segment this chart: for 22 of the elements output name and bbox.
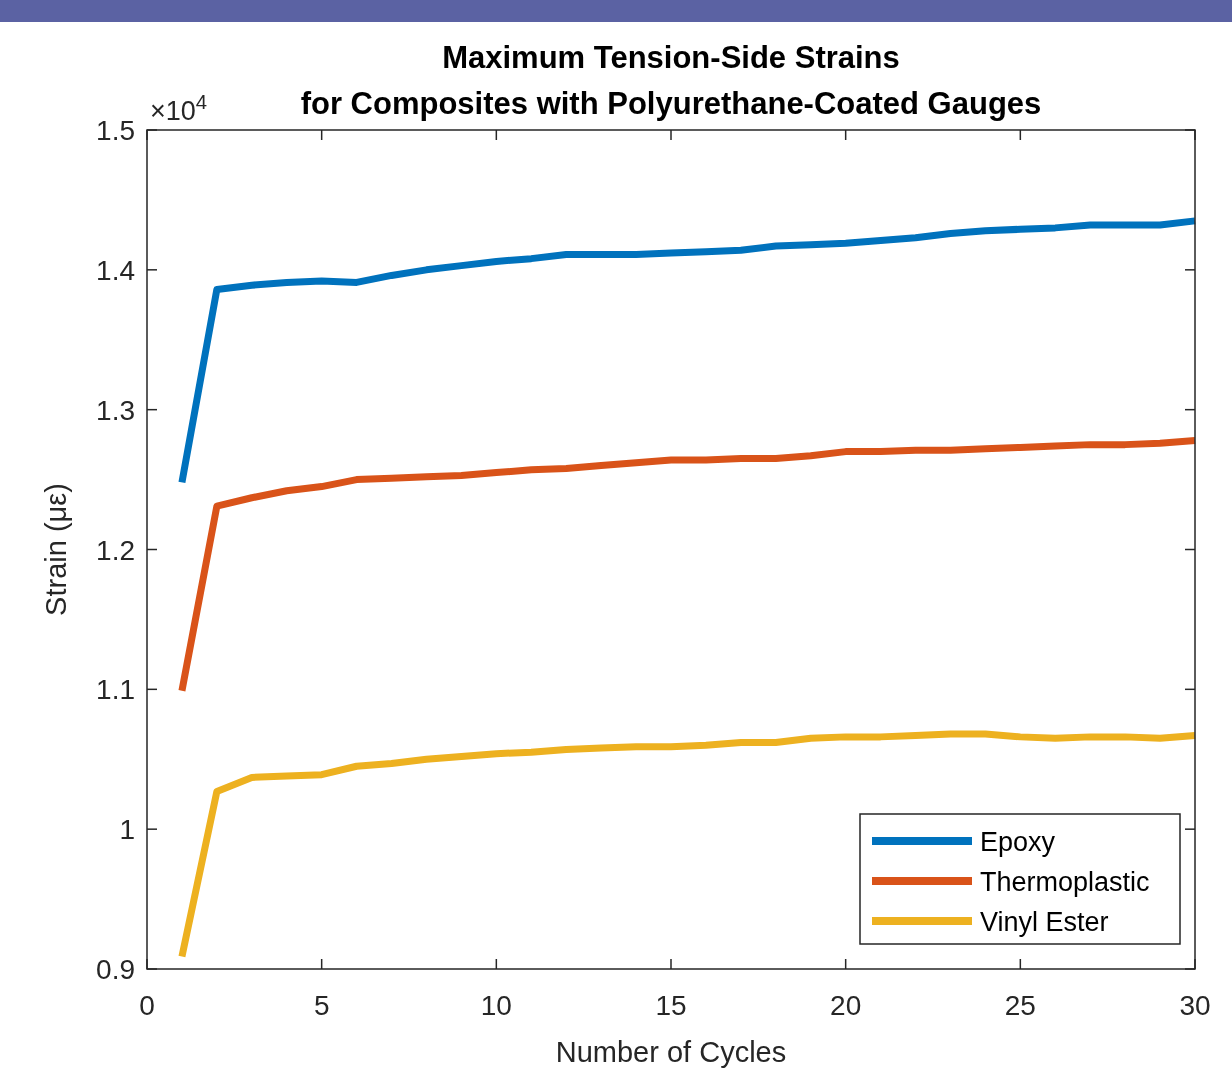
x-tick-label: 0	[139, 990, 155, 1021]
y-tick-label: 1.5	[96, 115, 135, 146]
y-tick-label: 1	[119, 814, 135, 846]
x-tick-label: 20	[830, 990, 862, 1021]
y-axis-title: Strain (με)	[40, 483, 72, 616]
y-tick-label: 1.1	[96, 674, 135, 706]
text: ×10$^{4}$	[150, 91, 208, 126]
y-tick-label: 0.9	[96, 954, 135, 985]
chart-title: Maximum Tension-Side Strains	[442, 40, 900, 75]
x-tick-label: 5	[313, 990, 330, 1021]
y-tick-label: 1.4	[96, 254, 135, 286]
legend-label: Vinyl Ester	[980, 907, 1109, 937]
y-tick-label: 1.2	[96, 534, 135, 566]
x-tick-label: 15	[655, 990, 687, 1021]
chart-subtitle: for Composites with Polyurethane-Coated Gauges	[300, 86, 1042, 121]
x-axis-title: Number of Cycles	[555, 1036, 787, 1068]
x-tick-label: 25	[1004, 990, 1036, 1021]
legend-label: Epoxy	[980, 827, 1056, 857]
x-tick-label: 10	[480, 990, 512, 1021]
legend-label: Thermoplastic	[980, 867, 1150, 897]
x-tick-label: 30	[1179, 990, 1211, 1021]
y-tick-label: 1.3	[96, 394, 135, 426]
